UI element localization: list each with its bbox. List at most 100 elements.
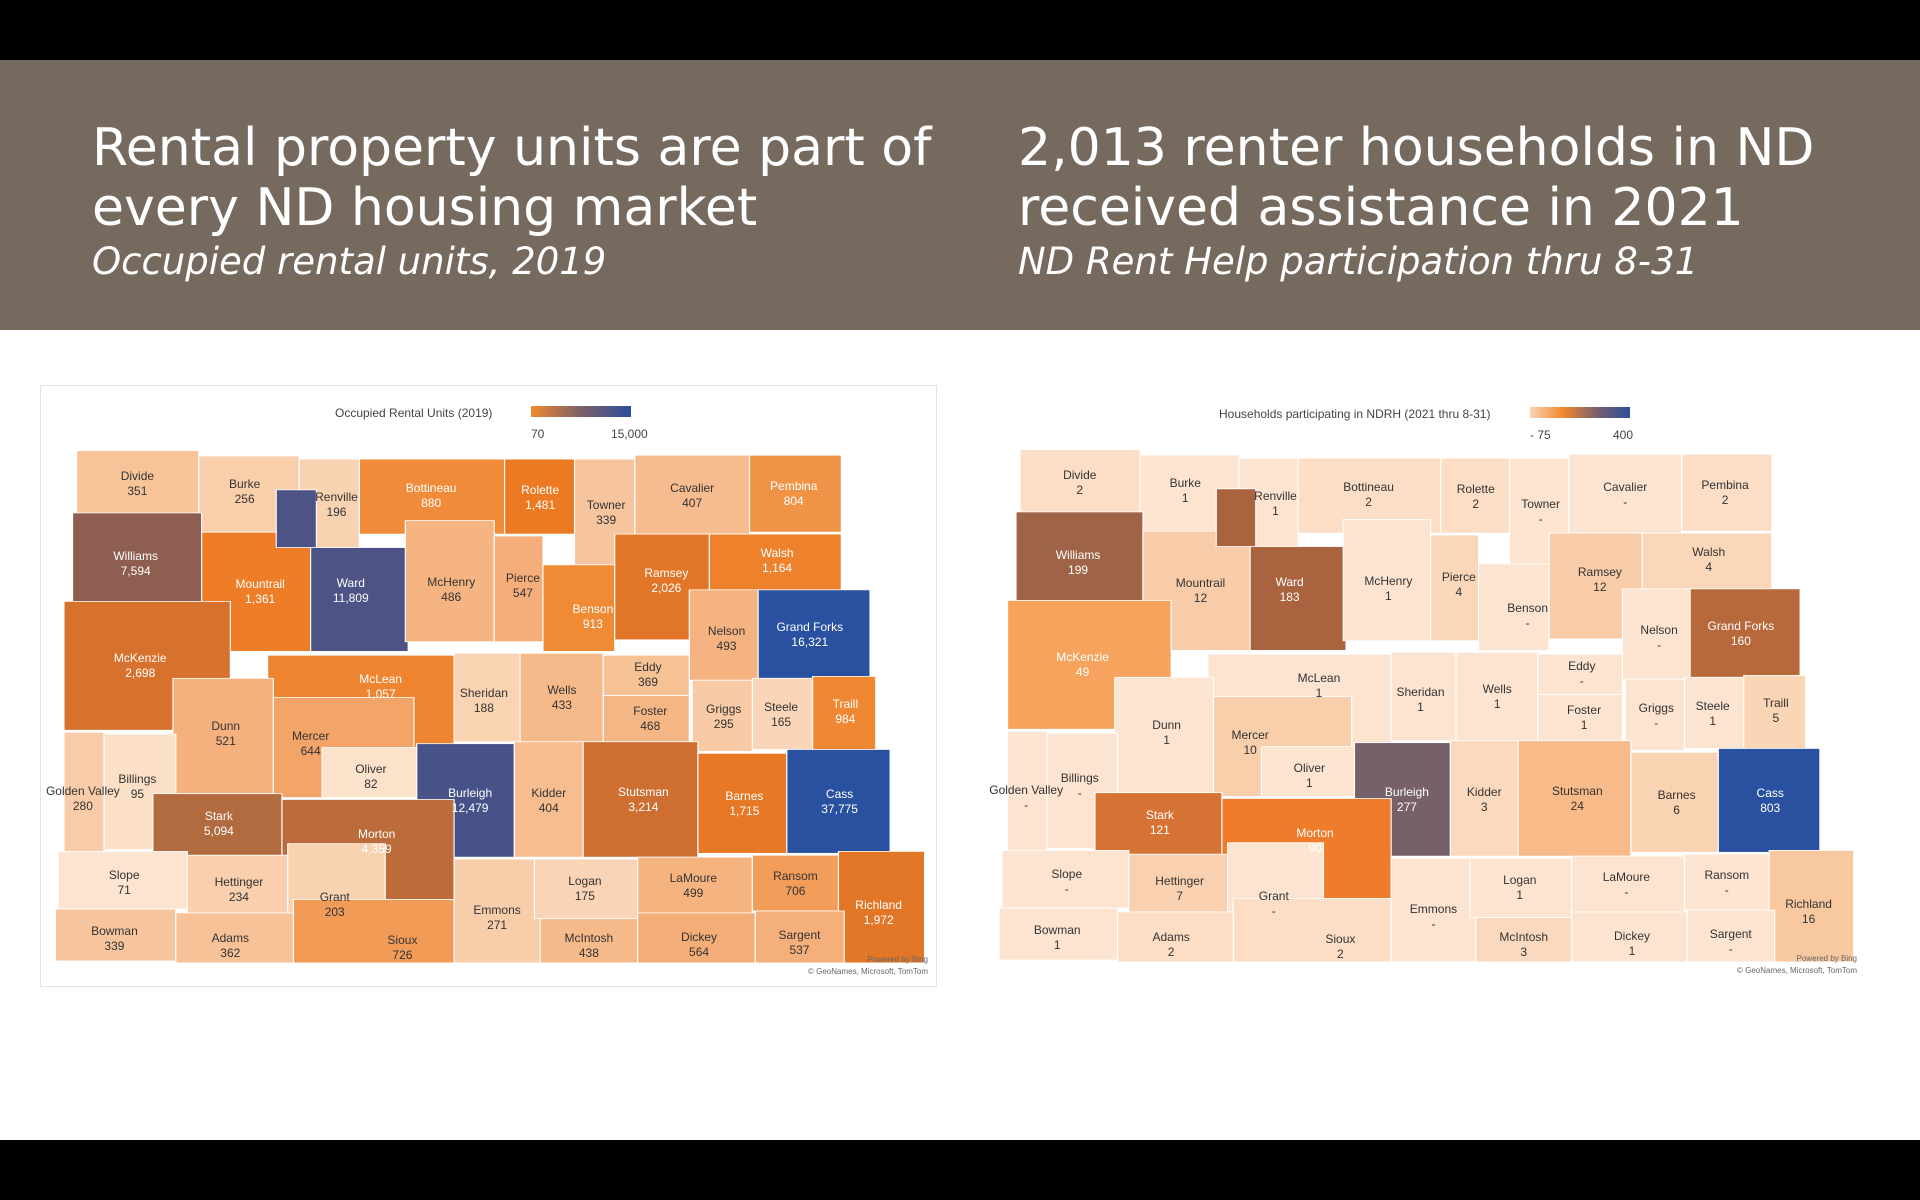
county-traill[interactable] xyxy=(1743,675,1807,749)
county-value: - xyxy=(1624,885,1629,899)
county-sargent[interactable] xyxy=(754,910,845,964)
county-value: 203 xyxy=(324,905,345,920)
county-hettinger[interactable] xyxy=(186,854,289,920)
county-richland[interactable] xyxy=(1768,850,1855,963)
county-griggs[interactable] xyxy=(1624,678,1686,751)
county-label-benson: Benson - xyxy=(1507,601,1548,631)
county-label-ramsey: Ramsey 12 xyxy=(1578,565,1622,595)
county-value: 369 xyxy=(637,675,658,690)
county-pembina[interactable] xyxy=(748,454,842,533)
county-value: 547 xyxy=(512,586,533,600)
county-rolette[interactable] xyxy=(503,458,576,535)
county-logan[interactable] xyxy=(533,858,639,920)
county-value: 499 xyxy=(683,886,704,900)
county-label-stutsman: Stutsman 3,214 xyxy=(618,785,669,815)
county-kidder[interactable] xyxy=(1449,740,1519,857)
county-divide[interactable] xyxy=(1019,449,1141,513)
county-value: 49 xyxy=(1075,665,1090,679)
county-lamoure[interactable] xyxy=(1571,855,1686,919)
county-bowman[interactable] xyxy=(54,908,177,962)
county-foster[interactable] xyxy=(1537,694,1623,742)
county-ward[interactable] xyxy=(1249,546,1347,651)
county-benson[interactable] xyxy=(542,564,616,652)
county-name: Cass xyxy=(825,787,854,802)
county-slope[interactable] xyxy=(57,851,188,910)
county-sheridan[interactable] xyxy=(1390,651,1457,742)
county-hettinger[interactable] xyxy=(1128,853,1229,919)
county-label-mckenzie: McKenzie 2,698 xyxy=(114,651,167,681)
county-mchenry[interactable] xyxy=(1342,519,1432,642)
county-oliver[interactable] xyxy=(321,747,424,798)
county-label-towner: Towner 339 xyxy=(587,498,626,528)
county-label-griggs: Griggs - xyxy=(1639,701,1674,731)
county-label-bottineau: Bottineau 2 xyxy=(1343,480,1394,510)
county-name: Billings xyxy=(1060,770,1099,785)
county-oliver[interactable] xyxy=(1260,746,1361,797)
county-ward[interactable] xyxy=(1215,488,1257,547)
county-dickey[interactable] xyxy=(637,912,756,964)
county-name: Sargent xyxy=(778,927,821,942)
county-richland[interactable] xyxy=(837,851,926,964)
county-ransom[interactable] xyxy=(751,854,840,912)
county-barnes[interactable] xyxy=(697,752,788,854)
county-wells[interactable] xyxy=(1455,651,1539,742)
county-slope[interactable] xyxy=(1001,850,1130,909)
county-sioux[interactable] xyxy=(292,899,455,964)
county-pembina[interactable] xyxy=(1681,453,1773,532)
county-eddy[interactable] xyxy=(1537,653,1623,695)
county-kidder[interactable] xyxy=(513,741,584,858)
county-grand-forks[interactable] xyxy=(1689,588,1801,678)
county-value: 644 xyxy=(300,743,321,758)
county-label-foster: Foster 1 xyxy=(1567,703,1601,733)
county-dickey[interactable] xyxy=(1571,911,1688,963)
county-stark[interactable] xyxy=(152,793,283,856)
county-value: 183 xyxy=(1279,589,1300,604)
county-cass[interactable] xyxy=(1717,748,1821,853)
county-dunn[interactable] xyxy=(172,677,274,795)
county-stutsman[interactable] xyxy=(1517,740,1632,857)
county-value: 468 xyxy=(640,718,661,733)
county-cavalier[interactable] xyxy=(634,454,751,535)
county-value: - xyxy=(1579,674,1584,689)
county-value: 3 xyxy=(1480,799,1488,814)
county-emmons[interactable] xyxy=(453,858,541,964)
county-cass[interactable] xyxy=(786,749,891,854)
county-rolette[interactable] xyxy=(1440,457,1511,534)
county-value: 2 xyxy=(1076,483,1084,498)
county-value: - xyxy=(1623,494,1628,509)
county-ward[interactable] xyxy=(275,489,317,548)
county-nelson[interactable] xyxy=(688,589,762,681)
county-nelson[interactable] xyxy=(1621,588,1694,680)
county-sargent[interactable] xyxy=(1686,909,1776,963)
county-label-mchenry: McHenry 486 xyxy=(427,575,475,605)
county-mchenry[interactable] xyxy=(404,520,495,643)
county-pierce[interactable] xyxy=(493,535,544,643)
county-sheridan[interactable] xyxy=(453,652,521,743)
county-stark[interactable] xyxy=(1094,792,1223,855)
county-name: Rolette xyxy=(521,482,560,497)
county-name: Renville xyxy=(1254,489,1297,504)
county-barnes[interactable] xyxy=(1630,751,1719,853)
county-label-grand-forks: Grand Forks 160 xyxy=(1708,619,1775,649)
county-ward[interactable] xyxy=(310,547,409,652)
county-divide[interactable] xyxy=(75,450,200,514)
county-walsh[interactable] xyxy=(1641,532,1773,590)
county-emmons[interactable] xyxy=(1390,857,1477,963)
county-bowman[interactable] xyxy=(998,907,1119,961)
county-benson[interactable] xyxy=(1478,563,1550,651)
county-adams[interactable] xyxy=(1117,911,1234,963)
county-steele[interactable] xyxy=(751,677,814,750)
county-label-stutsman: Stutsman 24 xyxy=(1552,784,1603,814)
county-dunn[interactable] xyxy=(1114,676,1215,794)
county-label-wells: Wells 433 xyxy=(547,683,576,713)
county-mcintosh[interactable] xyxy=(1475,917,1573,963)
county-sioux[interactable] xyxy=(1232,898,1392,963)
county-adams[interactable] xyxy=(175,912,295,964)
county-logan[interactable] xyxy=(1469,857,1573,919)
county-golden-valley[interactable] xyxy=(1007,730,1048,853)
county-label-golden-valley: Golden Valley 280 xyxy=(46,784,120,814)
county-wells[interactable] xyxy=(519,652,604,743)
county-grand-forks[interactable] xyxy=(757,589,871,679)
county-value: 7,594 xyxy=(120,563,151,578)
county-walsh[interactable] xyxy=(708,533,842,591)
